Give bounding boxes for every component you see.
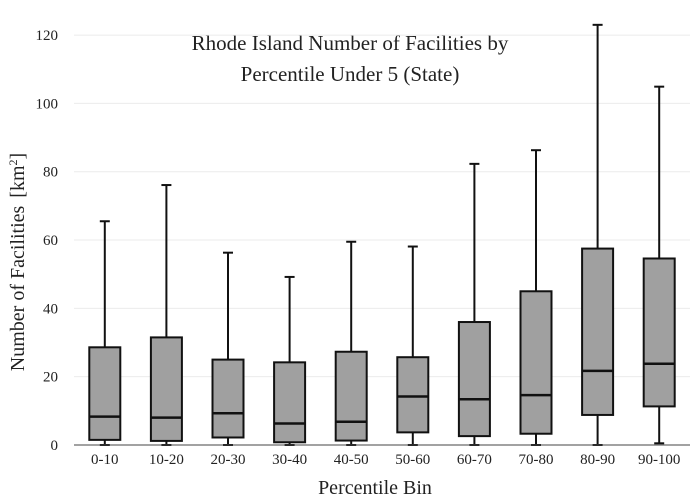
box-group-60-70: 60-70	[457, 162, 492, 468]
y-axis-unit-sup: 2	[6, 159, 20, 165]
iqr-box	[88, 346, 122, 441]
box-group-20-30: 20-30	[211, 251, 246, 468]
x-tick-label-80-90: 80-90	[580, 452, 615, 468]
y-tick-label-1: 20	[43, 370, 58, 386]
box-group-40-50: 40-50	[334, 240, 369, 468]
box-layer: 0-10 10-20 20-30 30-40 40-50 50-60 60-70 70-80 8…	[88, 23, 681, 468]
y-axis-unit-base: [km	[7, 165, 29, 198]
y-axis-title-text: Number of Facilities	[7, 205, 29, 371]
x-tick-label-20-30: 20-30	[211, 452, 246, 468]
y-tick-label-0: 0	[51, 438, 59, 454]
y-tick-label-5: 100	[36, 96, 59, 112]
box-group-90-100: 90-100	[638, 85, 681, 468]
x-tick-label-0-10: 0-10	[91, 452, 119, 468]
iqr-box	[211, 358, 245, 439]
box-group-50-60: 50-60	[395, 245, 430, 468]
box-group-10-20: 10-20	[149, 184, 184, 468]
y-tick-label-4: 80	[43, 165, 58, 181]
box-group-0-10: 0-10	[88, 220, 122, 468]
iqr-box	[581, 247, 615, 416]
iqr-box	[642, 257, 676, 408]
x-tick-label-70-80: 70-80	[519, 452, 554, 468]
iqr-box	[519, 290, 553, 435]
box-group-30-40: 30-40	[272, 275, 307, 468]
y-axis-title: Number of Facilities [km2]	[6, 153, 29, 371]
box-group-80-90: 80-90	[580, 23, 615, 468]
x-tick-label-60-70: 60-70	[457, 452, 492, 468]
x-tick-label-10-20: 10-20	[149, 452, 184, 468]
x-tick-label-30-40: 30-40	[272, 452, 307, 468]
iqr-box	[334, 350, 368, 442]
y-tick-label-3: 60	[43, 233, 58, 249]
iqr-box	[149, 336, 183, 442]
iqr-box	[457, 321, 491, 438]
y-axis-unit-close: ]	[7, 153, 29, 160]
x-tick-label-40-50: 40-50	[334, 452, 369, 468]
x-tick-label-90-100: 90-100	[638, 452, 681, 468]
x-tick-label-50-60: 50-60	[395, 452, 430, 468]
iqr-box	[396, 356, 430, 434]
iqr-box	[273, 361, 307, 444]
y-tick-label-6: 120	[36, 28, 59, 44]
x-axis-title: Percentile Bin	[318, 477, 432, 499]
box-group-70-80: 70-80	[519, 149, 554, 468]
y-tick-label-2: 40	[43, 301, 58, 317]
chart-title-line-2: Percentile Under 5 (State)	[240, 62, 460, 86]
